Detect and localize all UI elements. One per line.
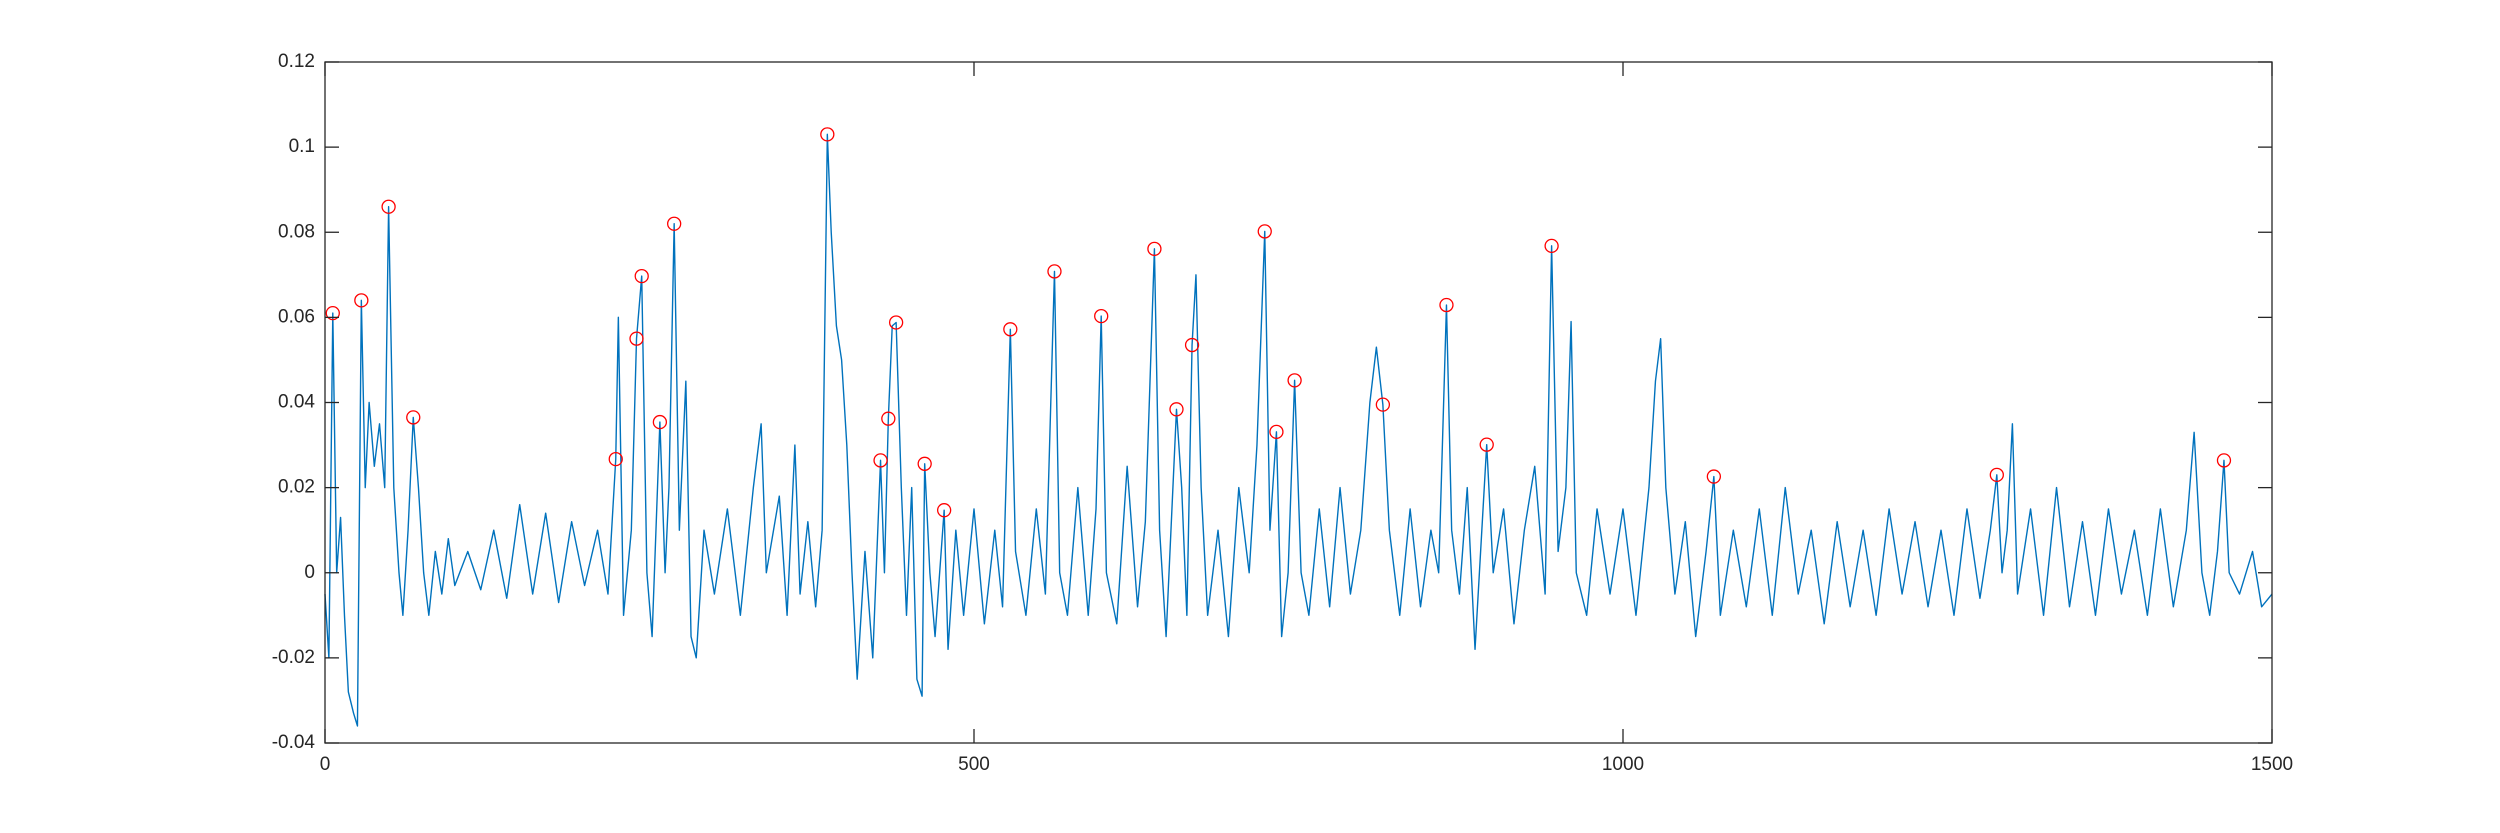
y-tick-label: 0.06 bbox=[278, 306, 315, 327]
peak-marker bbox=[325, 305, 340, 321]
peak-marker bbox=[1375, 397, 1391, 412]
peak-marker bbox=[1047, 264, 1062, 279]
peak-marker bbox=[917, 456, 932, 471]
peak-marker bbox=[1287, 373, 1302, 388]
y-tick-label: 0 bbox=[304, 562, 315, 583]
peak-marker bbox=[667, 216, 682, 231]
peak-marker bbox=[1094, 308, 1109, 324]
peak-marker bbox=[888, 315, 904, 330]
y-tick-label: 0.08 bbox=[278, 221, 315, 242]
peak-marker bbox=[406, 410, 421, 425]
y-tick-label: 0.02 bbox=[278, 477, 315, 498]
x-tick-label: 1500 bbox=[2251, 754, 2293, 775]
peak-marker bbox=[820, 127, 835, 142]
x-tick-label: 500 bbox=[958, 754, 990, 775]
peak-marker bbox=[634, 268, 649, 284]
peak-marker bbox=[354, 293, 369, 308]
peak-marker bbox=[608, 451, 623, 467]
y-tick-label: 0.12 bbox=[278, 51, 315, 72]
peak-marker bbox=[1257, 224, 1272, 239]
peak-marker bbox=[1169, 402, 1184, 417]
peak-marker bbox=[1269, 424, 1284, 440]
peak-marker bbox=[652, 414, 668, 430]
peak-marker bbox=[381, 199, 396, 214]
peak-marker bbox=[1706, 469, 1722, 484]
plot-content bbox=[324, 127, 2273, 727]
peak-marker bbox=[629, 331, 644, 346]
peak-marker bbox=[873, 453, 888, 468]
peak-marker bbox=[1147, 241, 1162, 256]
peak-marker bbox=[1184, 337, 1200, 353]
data-line bbox=[324, 133, 2273, 727]
peak-marker bbox=[1479, 437, 1494, 452]
y-tick-label: -0.04 bbox=[272, 732, 316, 753]
y-tick-label: -0.02 bbox=[272, 647, 315, 668]
x-tick-label: 1000 bbox=[1602, 754, 1644, 775]
peak-marker bbox=[936, 503, 952, 518]
peak-marker bbox=[1003, 322, 1018, 337]
x-tick-label: 0 bbox=[320, 754, 331, 775]
y-tick-label: 0.04 bbox=[278, 392, 315, 413]
y-tick-label: 0.1 bbox=[289, 136, 315, 157]
peak-marker bbox=[881, 411, 896, 426]
plot-area bbox=[325, 62, 2272, 743]
peak-marker bbox=[1989, 467, 2004, 483]
peak-marker bbox=[1544, 238, 1559, 254]
peak-marker bbox=[2216, 453, 2232, 468]
peak-marker bbox=[1439, 297, 1454, 313]
